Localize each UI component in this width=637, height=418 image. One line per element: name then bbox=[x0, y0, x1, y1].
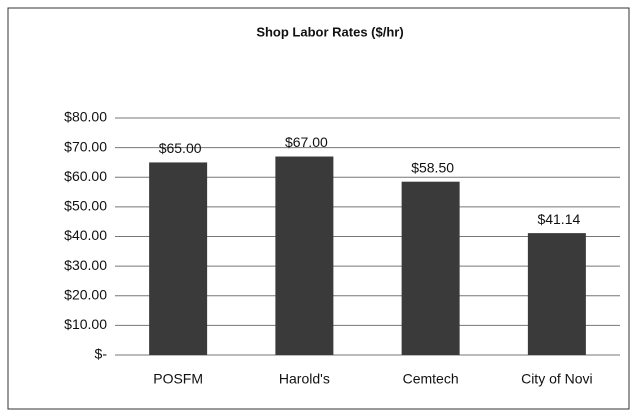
y-tick-label: $30.00 bbox=[64, 257, 107, 273]
bar bbox=[527, 233, 586, 355]
data-label: $65.00 bbox=[159, 140, 202, 156]
x-tick-label: Harold's bbox=[279, 371, 330, 387]
x-tick-label: POSFM bbox=[153, 371, 203, 387]
chart-title: Shop Labor Rates ($/hr) bbox=[256, 24, 403, 39]
x-tick-label: City of Novi bbox=[521, 371, 593, 387]
bar bbox=[149, 162, 208, 355]
y-tick-label: $80.00 bbox=[64, 109, 107, 125]
bar bbox=[275, 156, 334, 355]
y-tick-label: $60.00 bbox=[64, 168, 107, 184]
y-tick-label: $40.00 bbox=[64, 227, 107, 243]
y-tick-label: $70.00 bbox=[64, 138, 107, 154]
data-label: $58.50 bbox=[411, 159, 454, 175]
y-tick-label: $- bbox=[95, 346, 108, 362]
x-tick-label: Cemtech bbox=[403, 371, 459, 387]
data-label: $67.00 bbox=[285, 134, 328, 150]
data-label: $41.14 bbox=[537, 211, 580, 227]
bar bbox=[401, 181, 460, 355]
y-tick-label: $50.00 bbox=[64, 198, 107, 214]
y-tick-label: $10.00 bbox=[64, 316, 107, 332]
y-tick-label: $20.00 bbox=[64, 286, 107, 302]
